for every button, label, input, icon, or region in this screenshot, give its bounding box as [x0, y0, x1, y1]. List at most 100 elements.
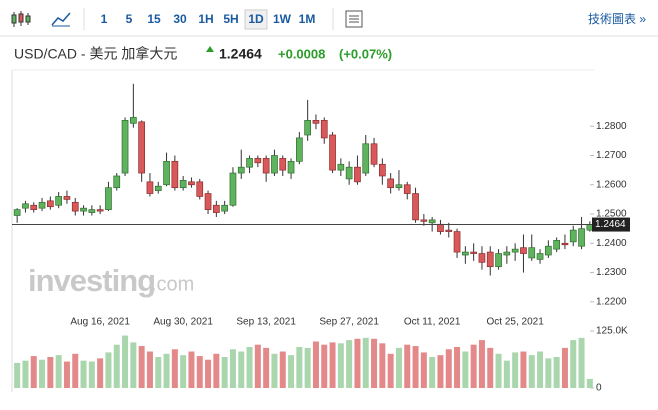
volume-bar [205, 359, 212, 388]
volume-bar [445, 349, 452, 388]
candle-body [262, 158, 270, 174]
volume-bar [520, 351, 527, 388]
interval-button[interactable]: 1M [299, 12, 316, 26]
volume-bar [586, 378, 593, 388]
candle-body [503, 251, 511, 256]
watermark-brand: investing [28, 263, 155, 298]
volume-bar [105, 352, 112, 388]
interval-button[interactable]: 1W [273, 12, 292, 26]
candle-body [204, 193, 212, 210]
volume-bar [246, 346, 253, 388]
candle-body [96, 209, 104, 212]
candle-body [345, 166, 353, 180]
y-tick-label: 1.2700 [596, 150, 627, 161]
volume-bar [429, 356, 436, 388]
volume-bar [138, 346, 145, 388]
candle-body [13, 209, 21, 216]
volume-bar [97, 358, 104, 388]
volume-bar [561, 347, 568, 388]
volume-tick-label: 125.0K [596, 326, 628, 337]
candle-body [138, 121, 145, 174]
candle-body [55, 196, 63, 206]
line-icon[interactable] [51, 12, 71, 26]
volume-bar [545, 358, 552, 388]
candle-body [254, 158, 262, 164]
candle-body [246, 158, 253, 168]
interval-button[interactable]: 30 [173, 12, 187, 26]
volume-bar [537, 351, 544, 388]
interval-button[interactable]: 1H [198, 12, 213, 26]
candle-body [370, 143, 378, 165]
volume-bar [346, 340, 353, 388]
interval-button[interactable]: 1D [248, 12, 264, 26]
candle-body [329, 134, 336, 171]
candle-body [387, 178, 394, 189]
candle-body [528, 247, 536, 259]
candle-body [437, 223, 444, 232]
volume-bar [22, 360, 29, 388]
volume-bar [254, 344, 261, 388]
candle-body [312, 120, 320, 124]
candle-body [146, 181, 154, 194]
volume-bar [454, 346, 461, 388]
interval-button[interactable]: 5H [223, 12, 238, 26]
settings-icon[interactable] [345, 10, 363, 28]
candle-body [179, 180, 187, 189]
watermark-domain: .com [151, 273, 194, 295]
candle-body [287, 160, 295, 174]
volume-bar [213, 353, 220, 388]
volume-bar [263, 347, 270, 388]
candle-body [445, 229, 453, 232]
candle-body [130, 117, 137, 124]
y-tick-label: 1.2500 [596, 209, 627, 220]
candle-body [395, 184, 403, 189]
volume-bar [55, 355, 62, 388]
candle-body [80, 207, 87, 212]
symbol: USD/CAD - 美元 加拿大元 [14, 46, 177, 62]
volume-bar [229, 349, 236, 388]
candle-body [428, 219, 436, 224]
candle-body [229, 172, 237, 206]
price: 1.2464 [219, 46, 262, 62]
volume-bar [437, 355, 444, 388]
volume-bar [553, 356, 560, 388]
interval-group: 1 5 15 30 1H 5H 1D 1W 1M [101, 9, 316, 30]
candle-body [478, 253, 486, 263]
x-tick-label: Oct 11, 2021 [404, 317, 461, 328]
interval-button[interactable]: 1 [101, 12, 108, 26]
volume-bar [503, 360, 510, 388]
y-tick-label: 1.2800 [596, 121, 627, 132]
volume-bar [321, 344, 328, 388]
full-chart-link[interactable]: 技術圖表 » [588, 12, 646, 26]
candle-body [453, 231, 461, 253]
interval-button[interactable]: 15 [147, 12, 161, 26]
toolbar: 1 5 15 30 1H 5H 1D 1W 1M 技術圖表 » [0, 8, 658, 37]
change-percent: (+0.07%) [339, 46, 392, 61]
volume-bar [570, 340, 577, 388]
candle-body [553, 240, 561, 250]
candle-body [362, 143, 370, 174]
candle-body [337, 163, 345, 171]
y-tick-label: 1.2600 [596, 179, 627, 190]
volume-bar [238, 351, 245, 388]
candle-body [304, 120, 311, 136]
volume-bar [14, 362, 21, 388]
x-tick-label: Aug 30, 2021 [153, 317, 213, 328]
volume-bar [80, 360, 87, 388]
volume-bar [72, 353, 79, 388]
x-tick-label: Sep 27, 2021 [319, 317, 379, 328]
candle-body [196, 181, 204, 197]
candle-body [237, 166, 245, 174]
volume-bar [312, 341, 319, 388]
candle-body [279, 158, 287, 171]
interval-button[interactable]: 5 [126, 12, 133, 26]
volume-bar [512, 352, 519, 388]
volume-bar [337, 343, 344, 388]
volume-bar [196, 356, 203, 388]
volume-bar [578, 337, 585, 388]
candle-body [462, 251, 469, 256]
volume-bar [296, 346, 303, 388]
candle-body [88, 209, 96, 213]
candle-body [412, 193, 419, 221]
volume-bar [470, 344, 477, 388]
